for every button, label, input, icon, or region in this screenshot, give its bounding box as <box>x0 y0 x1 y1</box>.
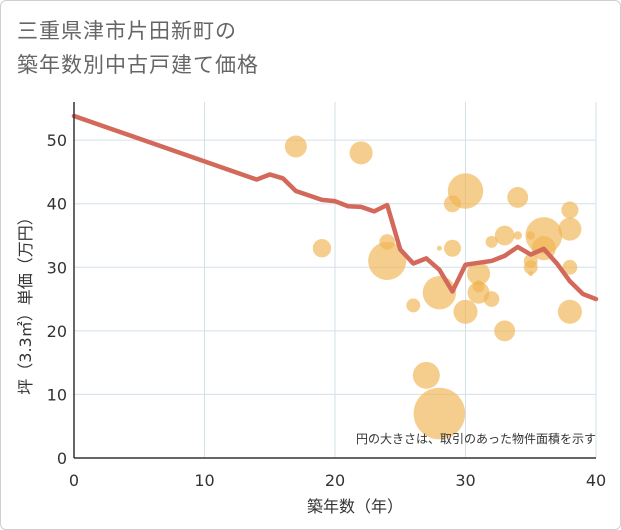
grid-layer <box>74 102 597 458</box>
y-tick-label: 0 <box>57 449 67 468</box>
data-bubble <box>494 320 516 342</box>
data-bubble <box>494 225 515 246</box>
data-bubble <box>483 291 500 307</box>
y-tick-label: 10 <box>47 385 67 404</box>
data-bubble <box>447 173 484 209</box>
data-bubble <box>467 262 491 286</box>
data-bubble <box>368 241 407 280</box>
y-tick-label: 50 <box>47 131 67 150</box>
data-bubble <box>406 298 421 313</box>
data-bubble <box>562 259 578 275</box>
data-bubble <box>412 361 440 389</box>
x-tick-label: 30 <box>455 471 475 490</box>
data-bubble <box>413 387 466 440</box>
x-tick-label: 10 <box>194 471 214 490</box>
x-tick-label: 0 <box>69 471 79 490</box>
x-axis-label: 築年数（年） <box>307 497 403 516</box>
data-bubble <box>523 260 538 275</box>
size-note: 円の大きさは、取引のあった物件面積を示す <box>356 431 596 446</box>
data-bubble <box>453 299 478 324</box>
x-tick-label: 20 <box>325 471 345 490</box>
data-bubble <box>507 186 529 208</box>
data-bubble <box>349 141 373 165</box>
line-layer <box>71 113 599 302</box>
data-bubble <box>513 231 522 240</box>
data-bubble <box>561 201 579 219</box>
data-bubble <box>558 217 582 241</box>
data-bubble <box>557 299 582 324</box>
average-price-line <box>71 113 599 302</box>
y-tick-label: 20 <box>47 322 67 341</box>
data-bubble <box>284 135 307 158</box>
chart-title: 三重県津市片田新町の 築年数別中古戸建て価格 <box>17 19 259 77</box>
y-axis-label: 坪（3.3㎡）単価（万円） <box>16 209 35 394</box>
data-bubble <box>436 245 442 251</box>
data-bubble <box>312 239 332 258</box>
axis-layer: 0 10 20 30 40 0 10 20 30 40 50 <box>47 102 606 490</box>
y-tick-label: 40 <box>47 195 67 214</box>
data-bubble <box>528 271 534 277</box>
data-bubble <box>443 239 461 257</box>
bubble-layer <box>284 135 582 440</box>
y-tick-label: 30 <box>47 258 67 277</box>
x-tick-label: 40 <box>586 471 606 490</box>
data-bubble <box>485 235 498 248</box>
